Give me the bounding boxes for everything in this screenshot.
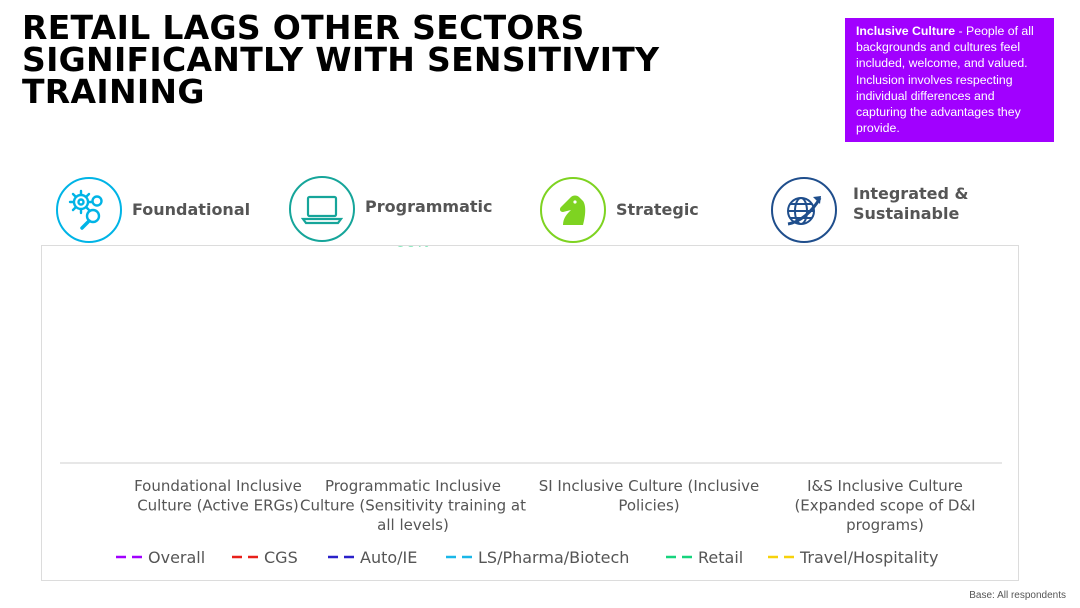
x-tick-label: Culture (Active ERGs) (137, 497, 299, 515)
title-line-3: TRAINING (22, 72, 205, 111)
x-tick-label: (Expanded scope of D&I (794, 497, 975, 515)
laptop-icon (289, 176, 355, 242)
globe-arrow-icon (771, 177, 837, 243)
stage-programmatic: Programmatic (289, 176, 493, 242)
line-chart: 67%70%69%68%69%70%71%70%69%68%67%69%65%7… (60, 246, 1002, 567)
legend-label: LS/Pharma/Biotech (478, 548, 629, 567)
page-title: RETAIL LAGS OTHER SECTORS SIGNIFICANTLY … (22, 8, 722, 111)
legend-label: Overall (148, 548, 205, 567)
data-label: 58% (396, 246, 430, 251)
x-tick-label: programs) (846, 516, 924, 534)
x-tick-label: Culture (Sensitivity training at (300, 497, 526, 515)
stage-label: Integrated & Sustainable (853, 184, 969, 223)
stage-strategic: Strategic (540, 177, 699, 243)
chart-panel: 67%70%69%68%69%70%71%70%69%68%67%69%65%7… (41, 245, 1019, 581)
legend-label: Retail (698, 548, 743, 567)
chess-knight-icon (540, 177, 606, 243)
base-note: Base: All respondents (969, 590, 1066, 601)
stage-label: Programmatic (365, 197, 493, 216)
definition-box: Inclusive Culture - People of all backgr… (845, 18, 1054, 142)
stage-label: Strategic (616, 200, 699, 219)
x-tick-label: I&S Inclusive Culture (807, 477, 963, 495)
legend-label: Auto/IE (360, 548, 417, 567)
stage-integrated-sustainable: Integrated & Sustainable (771, 177, 968, 243)
legend-label: CGS (264, 548, 298, 567)
x-tick-label: all levels) (377, 516, 449, 534)
definition-term: Inclusive Culture (856, 24, 956, 38)
x-tick-label: SI Inclusive Culture (Inclusive (539, 477, 760, 495)
title-line-1: RETAIL LAGS OTHER SECTORS (22, 8, 585, 47)
title-line-2: SIGNIFICANTLY WITH SENSITIVITY (22, 40, 660, 79)
x-tick-label: Foundational Inclusive (134, 477, 302, 495)
x-tick-label: Policies) (618, 497, 679, 515)
gears-magnifier-icon (56, 177, 122, 243)
definition-text: - People of all backgrounds and cultures… (856, 24, 1034, 136)
stage-foundational: Foundational (56, 177, 250, 243)
legend-label: Travel/Hospitality (799, 548, 938, 567)
stage-label: Foundational (132, 200, 251, 219)
x-tick-label: Programmatic Inclusive (325, 477, 501, 495)
